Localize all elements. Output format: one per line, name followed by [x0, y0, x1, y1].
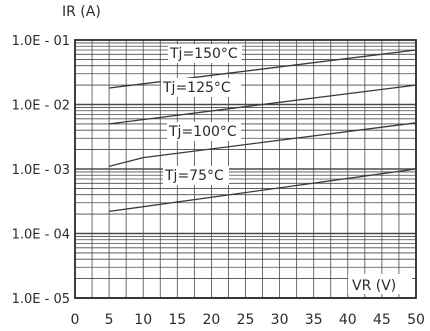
series-line-3 [108, 122, 417, 167]
series-label-background [167, 122, 241, 141]
x-tick-label: 15 [168, 312, 186, 328]
series-line-4 [109, 168, 417, 213]
y-tick-label: 1.0E - 01 [12, 34, 70, 49]
x-tick-label: 0 [71, 312, 80, 328]
grid [74, 39, 417, 299]
y-tick-label: 1.0E - 02 [12, 99, 70, 114]
x-axis-label: VR (V) [352, 278, 396, 294]
series-label-background [163, 166, 229, 185]
x-tick-label: 40 [339, 312, 357, 328]
x-tick-label: 50 [407, 312, 425, 328]
y-tick-label: 1.0E - 03 [12, 163, 70, 178]
y-tick-label: 1.0E - 05 [12, 292, 70, 307]
x-tick-label: 35 [305, 312, 323, 328]
x-tick-label: 45 [373, 312, 391, 328]
y-tick-label: 1.0E - 04 [12, 228, 70, 243]
tick-labels: 0 5 10 15 20 25 30 35 40 45 50 1.0E - 01 1.0E - 02 1.… [12, 34, 425, 328]
x-tick-label: 30 [271, 312, 289, 328]
series-label-background [168, 44, 242, 63]
x-tick-label: 25 [237, 312, 255, 328]
x-tick-label: 10 [134, 312, 152, 328]
x-axis-label-background [348, 274, 412, 294]
series-line-1 [109, 49, 417, 89]
series-labels: Tj=150°C Tj=125°C Tj=100°C Tj=75°C VR (V) [161, 44, 412, 294]
x-tick-label: 5 [105, 312, 114, 328]
series-label-2: Tj=125°C [162, 80, 231, 96]
series-label-background [161, 78, 241, 97]
x-tick-label: 20 [202, 312, 220, 328]
series-label-1: Tj=150°C [169, 46, 238, 62]
y-axis-label: IR (A) [62, 4, 101, 20]
series-lines [108, 49, 417, 213]
series-label-4: Tj=75°C [164, 168, 224, 184]
series-line-2 [109, 84, 417, 125]
series-label-3: Tj=100°C [168, 124, 237, 140]
